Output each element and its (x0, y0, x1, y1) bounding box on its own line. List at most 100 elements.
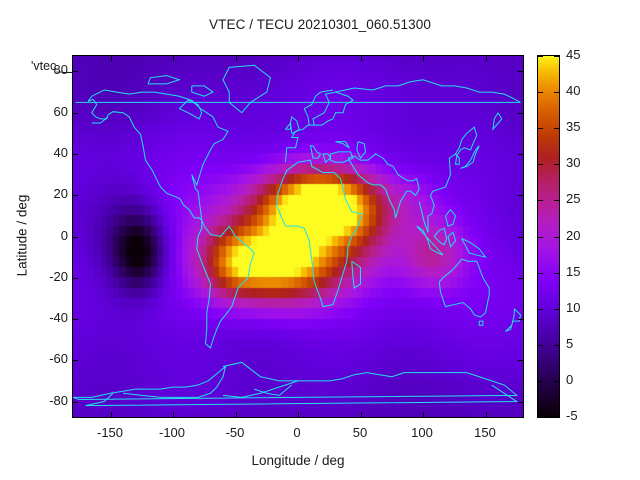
colorbar-tick (538, 128, 543, 129)
coastline-path (434, 228, 447, 245)
coastline-path (352, 261, 361, 288)
y-axis-tick-label: 0 (60, 228, 68, 243)
coastline-path (479, 321, 483, 325)
coastline-path (148, 76, 179, 84)
coastline-path (254, 385, 292, 395)
colorbar-tick-label: 35 (566, 119, 581, 134)
y-axis-tick (518, 237, 523, 238)
coastline-path (73, 366, 226, 397)
x-axis-tick (111, 56, 112, 61)
coastline-path (179, 100, 202, 119)
x-axis-tick-label: -100 (158, 425, 186, 440)
coastline-overlay (73, 56, 523, 417)
coastline-path (493, 113, 502, 130)
colorbar-tick-label: 5 (566, 336, 574, 351)
y-axis-tick (73, 402, 78, 403)
colorbar-tick-label: 40 (566, 83, 581, 98)
y-axis-tick (518, 195, 523, 196)
colorbar-tick (554, 200, 559, 201)
y-axis-tick-label: 80 (53, 62, 68, 77)
colorbar-tick-label: 30 (566, 155, 581, 170)
colorbar-tick (538, 309, 543, 310)
coastline-path (506, 309, 521, 332)
x-axis-tick (486, 56, 487, 61)
colorbar-tick (538, 381, 543, 382)
coastline-path (76, 80, 521, 103)
colorbar-tick (538, 273, 543, 274)
coastline-path (286, 90, 354, 162)
coastline-path (419, 127, 477, 232)
coastline-path (357, 142, 366, 159)
coastline-path (88, 90, 228, 220)
coastline-path (439, 259, 489, 317)
x-axis-tick (423, 56, 424, 61)
x-axis-tick-label: 150 (474, 425, 496, 440)
colorbar (537, 55, 560, 418)
coastline-path (291, 117, 300, 134)
x-axis-tick (423, 412, 424, 417)
colorbar-tick-label: 20 (566, 228, 581, 243)
coastline-path (446, 210, 456, 227)
x-axis-tick (236, 412, 237, 417)
colorbar-tick-label: -5 (566, 408, 578, 423)
colorbar-tick (538, 415, 543, 416)
plot-key-label: 'vtec_ (31, 59, 64, 73)
y-axis-tick (73, 113, 78, 114)
colorbar-tick (538, 92, 543, 93)
coastline-path (311, 146, 321, 158)
colorbar-tick (554, 345, 559, 346)
coastline-path (417, 226, 443, 255)
x-axis-tick (111, 412, 112, 417)
x-axis-tick-label: 50 (352, 425, 368, 440)
y-axis-tick-labels: 80 60 40 20 0 -20 -40 -60 -80 (20, 0, 68, 480)
plot-area (72, 55, 524, 418)
colorbar-tick (554, 273, 559, 274)
coastline-path (448, 232, 456, 246)
x-axis-title: Longitude / deg (251, 453, 345, 468)
y-axis-tick-label: -80 (49, 393, 68, 408)
coastline-path (336, 142, 350, 148)
y-axis-tick (73, 71, 78, 72)
coastline-path (88, 99, 202, 220)
y-axis-tick-label: -40 (49, 310, 68, 325)
colorbar-tick (554, 415, 559, 416)
x-axis-tick (298, 56, 299, 61)
x-axis-tick (236, 56, 237, 61)
x-axis-tick-label: 100 (411, 425, 433, 440)
coastline-path (331, 152, 354, 162)
coastline-path (286, 123, 291, 129)
y-axis-tick (73, 237, 78, 238)
coastline-path (323, 154, 331, 162)
coastline-path (92, 117, 108, 123)
coastline-path (461, 146, 480, 169)
x-axis-tick (298, 412, 299, 417)
figure-title: VTEC / TECU 20210301_060.51300 (209, 17, 431, 32)
coastline-path (192, 86, 213, 96)
coastline-path (223, 65, 271, 112)
y-axis-tick (518, 154, 523, 155)
y-axis-tick-label: -60 (49, 351, 68, 366)
colorbar-tick (554, 309, 559, 310)
y-axis-tick (73, 154, 78, 155)
colorbar-tick (554, 128, 559, 129)
colorbar-tick-label: 0 (566, 372, 574, 387)
coastline-path (462, 239, 486, 258)
colorbar-tick-label: 10 (566, 300, 581, 315)
colorbar-tick-label: 15 (566, 264, 581, 279)
y-axis-tick (518, 278, 523, 279)
x-axis-tick-label: 0 (293, 425, 301, 440)
coastline-path (73, 362, 517, 399)
x-axis-tick (173, 412, 174, 417)
y-axis-tick (73, 319, 78, 320)
colorbar-tick (554, 164, 559, 165)
y-axis-tick (73, 195, 78, 196)
y-axis-tick (518, 402, 523, 403)
colorbar-tick (538, 200, 543, 201)
x-axis-tick (361, 412, 362, 417)
x-axis-tick-label: -150 (96, 425, 124, 440)
y-axis-tick-label: 60 (53, 104, 68, 119)
x-axis-tick-label: -50 (225, 425, 245, 440)
colorbar-tick (538, 164, 543, 165)
y-axis-tick (73, 278, 78, 279)
colorbar-tick-label: 45 (566, 47, 581, 62)
